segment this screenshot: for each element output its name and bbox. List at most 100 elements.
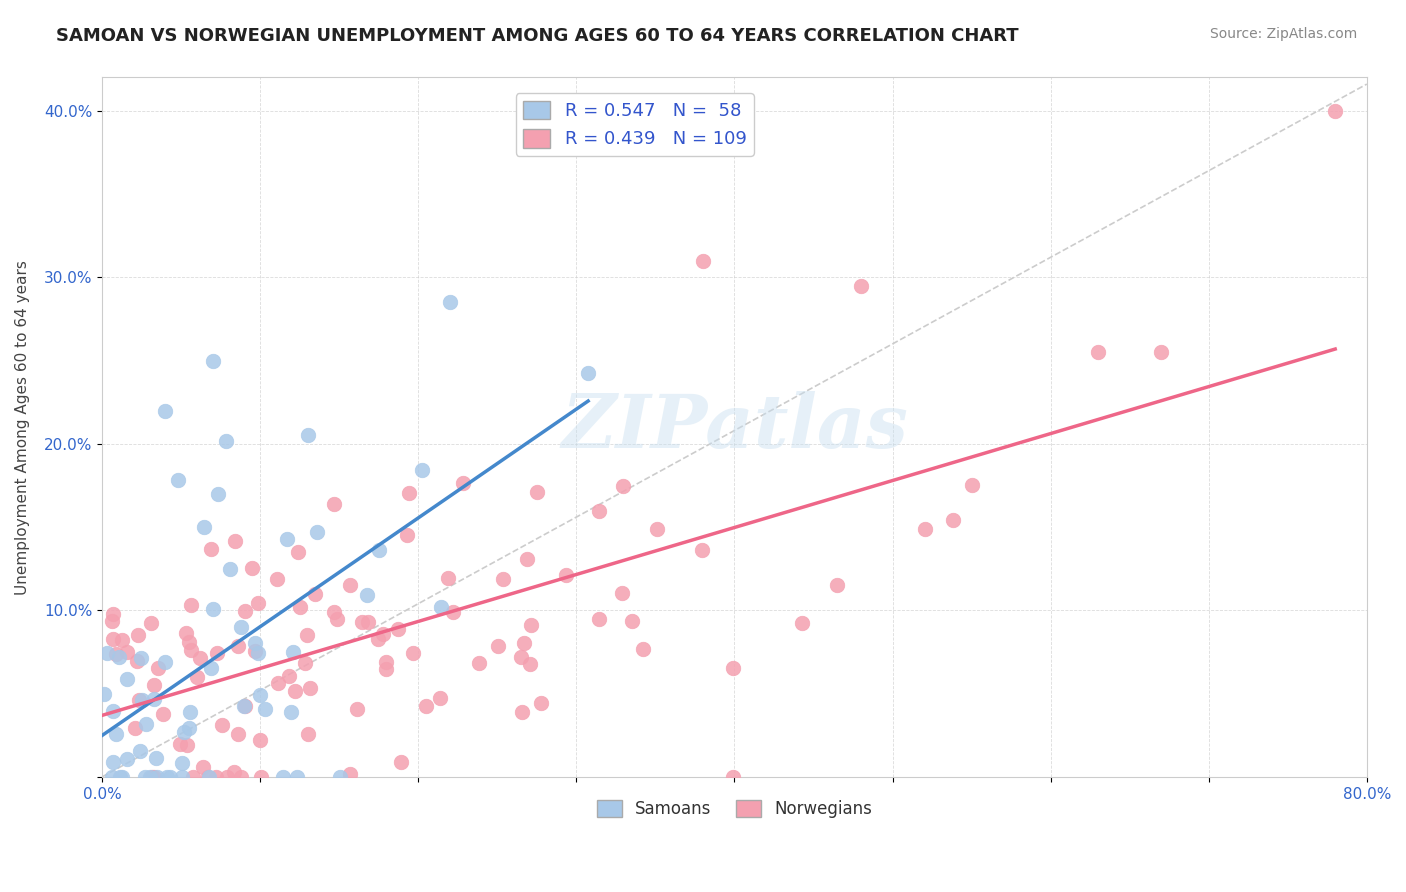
Point [254, 702, 277, 716]
Point [139, 770, 162, 784]
Point [115, 672, 138, 686]
Point [914, 521, 936, 535]
Point [142, 692, 165, 706]
Point [155, 403, 177, 417]
Point [295, 628, 318, 642]
Point [215, 770, 238, 784]
Point [849, 278, 872, 293]
Point [134, 770, 156, 784]
Point [127, 628, 149, 642]
Point [519, 657, 541, 671]
Text: ZIPatlas: ZIPatlas [561, 391, 908, 464]
Point [159, 770, 181, 784]
Legend: Samoans, Norwegians: Samoans, Norwegians [591, 793, 879, 824]
Point [101, 607, 124, 621]
Point [721, 661, 744, 675]
Point [135, 717, 157, 731]
Point [299, 681, 322, 695]
Point [588, 612, 610, 626]
Point [105, 648, 128, 662]
Point [197, 770, 219, 784]
Point [202, 601, 225, 615]
Point [204, 770, 226, 784]
Point [146, 661, 169, 675]
Point [430, 600, 453, 615]
Point [169, 737, 191, 751]
Point [271, 770, 294, 784]
Point [177, 721, 200, 735]
Point [436, 571, 458, 585]
Point [439, 295, 461, 310]
Point [205, 646, 228, 660]
Point [129, 744, 152, 758]
Point [141, 770, 163, 784]
Point [115, 752, 138, 766]
Point [323, 497, 346, 511]
Point [101, 756, 124, 770]
Point [179, 635, 201, 649]
Point [1324, 103, 1347, 118]
Point [146, 770, 169, 784]
Point [233, 699, 256, 714]
Point [124, 721, 146, 735]
Point [110, 770, 132, 784]
Point [243, 636, 266, 650]
Point [101, 632, 124, 646]
Point [554, 568, 576, 582]
Point [792, 615, 814, 630]
Point [152, 707, 174, 722]
Point [200, 661, 222, 675]
Point [631, 642, 654, 657]
Point [297, 428, 319, 442]
Point [294, 656, 316, 670]
Point [93, 687, 115, 701]
Point [128, 693, 150, 707]
Point [101, 705, 124, 719]
Point [825, 578, 848, 592]
Point [104, 727, 127, 741]
Point [326, 612, 349, 626]
Point [285, 770, 308, 784]
Point [188, 651, 211, 665]
Point [276, 533, 298, 547]
Point [516, 552, 538, 566]
Point [176, 738, 198, 752]
Point [371, 626, 394, 640]
Point [530, 696, 553, 710]
Point [429, 691, 451, 706]
Point [281, 645, 304, 659]
Point [509, 650, 531, 665]
Point [323, 605, 346, 619]
Point [375, 655, 398, 669]
Point [367, 542, 389, 557]
Point [486, 639, 509, 653]
Point [233, 604, 256, 618]
Point [229, 620, 252, 634]
Point [304, 587, 326, 601]
Point [226, 727, 249, 741]
Point [277, 669, 299, 683]
Point [492, 573, 515, 587]
Point [346, 702, 368, 716]
Point [297, 727, 319, 741]
Point [174, 626, 197, 640]
Point [267, 675, 290, 690]
Point [387, 622, 409, 636]
Point [215, 434, 238, 449]
Point [131, 693, 153, 707]
Point [229, 770, 252, 784]
Point [243, 644, 266, 658]
Point [127, 654, 149, 668]
Y-axis label: Unemployment Among Ages 60 to 64 years: Unemployment Among Ages 60 to 64 years [15, 260, 30, 595]
Point [266, 573, 288, 587]
Point [96, 646, 118, 660]
Point [153, 655, 176, 669]
Point [402, 646, 425, 660]
Point [942, 513, 965, 527]
Point [211, 718, 233, 732]
Point [111, 633, 134, 648]
Point [115, 645, 138, 659]
Point [288, 600, 311, 615]
Point [350, 615, 373, 629]
Point [111, 770, 134, 784]
